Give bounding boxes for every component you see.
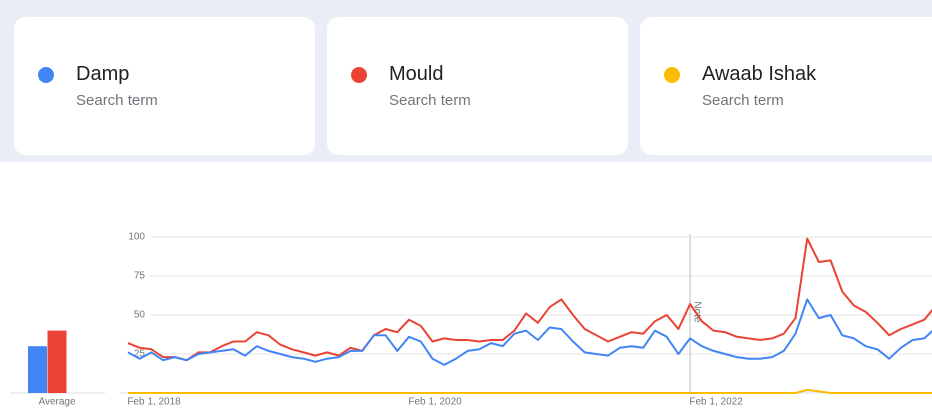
term-card[interactable]: Awaab Ishak Search term	[640, 17, 932, 155]
x-tick-label: Feb 1, 2022	[689, 397, 743, 408]
term-name: Awaab Ishak	[702, 63, 817, 85]
term-card[interactable]: Damp Search term	[14, 17, 315, 155]
term-caption: Search term	[702, 92, 784, 109]
term-name: Mould	[389, 63, 444, 85]
x-tick-label: Feb 1, 2018	[127, 397, 181, 408]
term-caption: Search term	[76, 92, 158, 109]
term-name: Damp	[76, 63, 130, 85]
bar	[28, 346, 47, 393]
x-tick-label: Feb 1, 2020	[408, 397, 462, 408]
y-tick-label: 50	[134, 310, 146, 321]
term-card[interactable]: Mould Search term	[327, 17, 628, 155]
series-line	[128, 388, 932, 394]
x-tick-label: Average	[38, 397, 76, 408]
chart: Average 25 50 75 100 Feb 1, 2018 Feb 1, 2020 Fe…	[10, 232, 932, 408]
series-line	[127, 298, 932, 366]
series-line	[127, 237, 932, 362]
term-dot	[351, 67, 367, 83]
y-tick-label: 75	[134, 271, 146, 282]
bar	[47, 330, 67, 393]
annotation: Note	[691, 301, 702, 323]
y-tick-label: 100	[128, 232, 145, 243]
y-tick-label: 25	[134, 349, 146, 360]
term-caption: Search term	[389, 92, 471, 109]
term-dot	[664, 67, 680, 83]
term-dot	[38, 67, 54, 83]
